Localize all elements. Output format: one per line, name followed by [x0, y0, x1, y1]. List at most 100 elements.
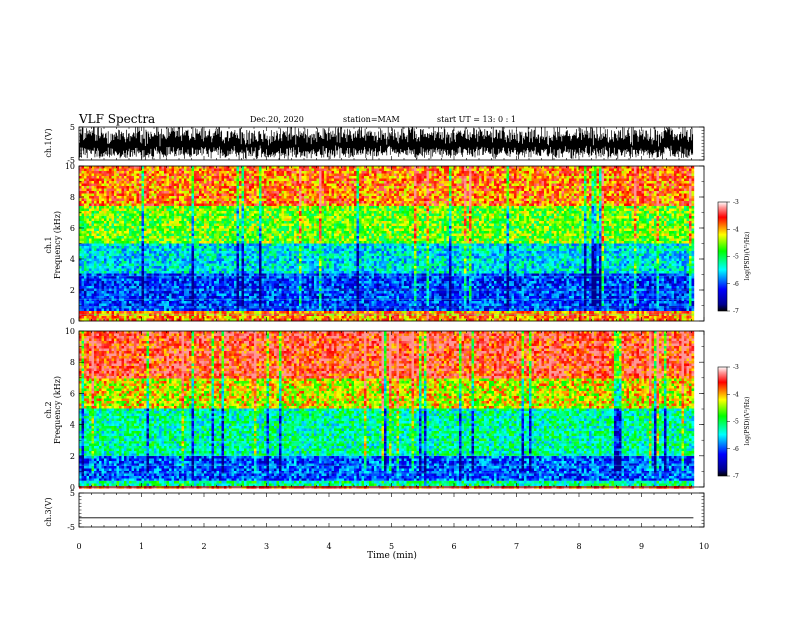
spectrogram-cell — [582, 206, 585, 209]
spectrogram-cell — [134, 179, 137, 182]
spectrogram-cell — [219, 189, 222, 192]
spectrogram-cell — [394, 214, 397, 217]
spectrogram-cell — [619, 211, 622, 214]
spectrogram-cell — [187, 206, 190, 209]
spectrogram-cell — [274, 189, 277, 192]
spectrogram-cell — [654, 186, 657, 189]
spectrogram-cell — [242, 186, 245, 189]
spectrogram-cell — [84, 201, 87, 204]
spectrogram-cell — [634, 199, 637, 202]
spectrogram-cell — [402, 169, 405, 172]
spectrogram-cell — [269, 184, 272, 187]
spectrogram-cell — [579, 204, 582, 207]
spectrogram-cell — [534, 214, 537, 217]
spectrogram-cell — [297, 169, 300, 172]
spectrogram-cell — [302, 206, 305, 209]
spectrogram-cell — [409, 186, 412, 189]
spectrogram-cell — [127, 186, 130, 189]
spectrogram-cell — [162, 176, 165, 179]
spectrogram-cell — [294, 201, 297, 204]
spectrogram-cell — [449, 166, 452, 169]
spectrogram-cell — [389, 171, 392, 174]
spectrogram-cell — [149, 166, 152, 169]
spectrogram-cell — [152, 186, 155, 189]
spectrogram-cell — [467, 174, 470, 177]
spectrogram-cell — [324, 189, 327, 192]
spectrogram-cell — [352, 211, 355, 214]
spectrogram-cell — [444, 199, 447, 202]
spectrogram-cell — [272, 181, 275, 184]
spectrogram-cell — [407, 171, 410, 174]
spectrogram-cell — [642, 204, 645, 207]
spectrogram-cell — [139, 181, 142, 184]
spectrogram-cell — [267, 176, 270, 179]
spectrogram-cell — [652, 209, 655, 212]
spectrogram-cell — [92, 214, 95, 217]
spectrogram-cell — [687, 206, 690, 209]
spectrogram-cell — [552, 196, 555, 199]
spectrogram-cell — [537, 194, 540, 197]
spectrogram-cell — [192, 201, 195, 204]
spectrogram-cell — [384, 169, 387, 172]
spectrogram-cell — [119, 181, 122, 184]
spectrogram-cell — [217, 184, 220, 187]
spectrogram-cell — [169, 179, 172, 182]
spectrogram-cell — [424, 199, 427, 202]
spectrogram-cell — [329, 181, 332, 184]
spectrogram-cell — [492, 184, 495, 187]
spectrogram-cell — [487, 204, 490, 207]
spectrogram-cell — [672, 189, 675, 192]
spectrogram-cell — [327, 199, 330, 202]
spectrogram-cell — [117, 199, 120, 202]
spectrogram-cell — [679, 166, 682, 169]
spectrogram-cell — [169, 189, 172, 192]
spectrogram-cell — [324, 211, 327, 214]
spectrogram-cell — [289, 199, 292, 202]
spectrogram-cell — [97, 191, 100, 194]
spectrogram-cell — [417, 191, 420, 194]
spectrogram-cell — [269, 196, 272, 199]
spectrogram-cell — [692, 196, 695, 199]
spectrogram-cell — [292, 184, 295, 187]
spectrogram-cell — [664, 199, 667, 202]
spectrogram-cell — [397, 184, 400, 187]
spectrogram-cell — [622, 199, 625, 202]
spectrogram-cell — [409, 181, 412, 184]
spectrogram-cell — [662, 196, 665, 199]
spectrogram-cell — [462, 176, 465, 179]
spectrogram-cell — [592, 176, 595, 179]
spectrogram-cell — [559, 176, 562, 179]
spectrogram-cell — [404, 211, 407, 214]
spectrogram-cell — [402, 196, 405, 199]
spectrogram-cell — [457, 186, 460, 189]
spectrogram-cell — [622, 189, 625, 192]
spectrogram-cell — [477, 194, 480, 197]
spectrogram-cell — [659, 199, 662, 202]
spectrogram-cell — [359, 184, 362, 187]
spectrogram-cell — [284, 189, 287, 192]
spectrogram-cell — [454, 201, 457, 204]
spectrogram-cell — [317, 174, 320, 177]
spectrogram-cell — [657, 194, 660, 197]
spectrogram-cell — [304, 194, 307, 197]
spectrogram-cell — [292, 204, 295, 207]
spectrogram-cell — [542, 204, 545, 207]
spectrogram-cell — [159, 179, 162, 182]
spectrogram-cell — [504, 186, 507, 189]
spectrogram-cell — [359, 191, 362, 194]
spectrogram-cell — [82, 199, 85, 202]
spectrogram-cell — [529, 189, 532, 192]
spectrogram-cell — [209, 211, 212, 214]
spectrogram-cell — [79, 171, 82, 174]
spectrogram-cell — [684, 196, 687, 199]
spectrogram-cell — [499, 184, 502, 187]
spectrogram-cell — [219, 206, 222, 209]
spectrogram-cell — [532, 186, 535, 189]
spectrogram-cell — [497, 171, 500, 174]
spectrogram-cell — [157, 171, 160, 174]
spectrogram-cell — [339, 171, 342, 174]
spectrogram-cell — [387, 199, 390, 202]
spectrogram-cell — [247, 169, 250, 172]
spectrogram-cell — [599, 186, 602, 189]
spectrogram-cell — [247, 176, 250, 179]
